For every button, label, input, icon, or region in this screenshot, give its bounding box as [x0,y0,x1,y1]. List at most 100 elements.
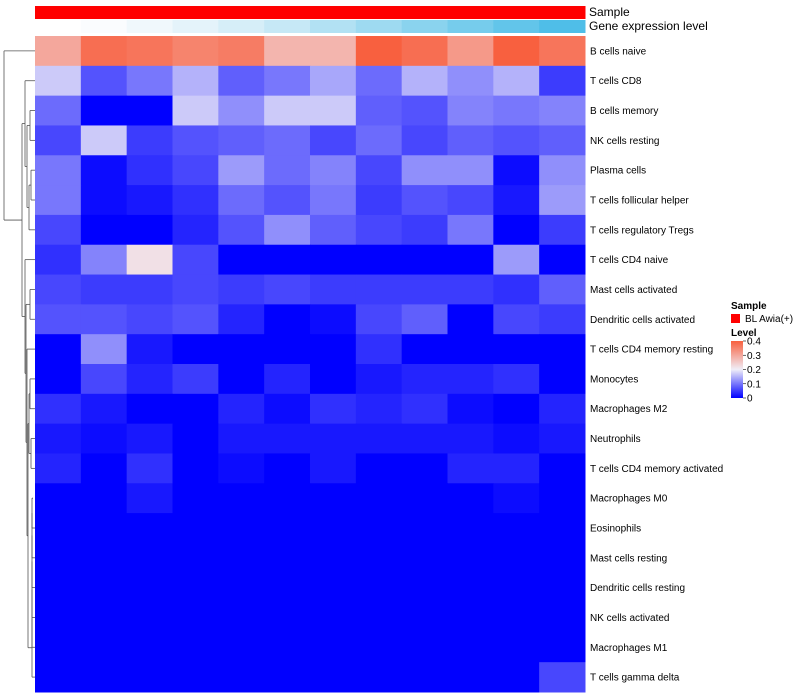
heatmap-cell [80,364,128,395]
heatmap-cell [539,483,586,514]
heatmap-cell [172,95,219,126]
heatmap-cell [35,662,82,693]
heatmap-cell [264,632,311,663]
heatmap-cell [310,572,357,604]
heatmap-cell [218,185,265,216]
heatmap-cell [264,125,311,156]
heatmap-cell [264,214,311,246]
row-labels: B cells naive T cells CD8 B cells memory NK… [590,46,723,683]
heatmap-cell [310,334,357,365]
heatmap-cell [493,95,540,126]
annotation-sample-cell [310,6,357,19]
heatmap-cell [539,185,586,216]
heatmap-cell [80,632,128,663]
heatmap-cell [172,364,219,395]
heatmap-cell [493,453,540,484]
heatmap-cell [264,513,311,544]
heatmap-cell [539,65,586,97]
heatmap-cell [447,334,494,365]
annotation-sample-cell [80,6,128,19]
heatmap-cell [493,632,540,663]
heatmap-cell [539,572,586,604]
annotation-level-cell [539,20,586,33]
legend: Sample BL Awia(+) Level 0.4 0.3 0.2 0.1 0 [731,301,793,405]
heatmap-cell [172,483,219,514]
annotation-sample-cell [493,6,540,19]
heatmap-cell [447,244,494,276]
annotation-level-cell [172,20,219,33]
heatmap-cell [172,334,219,365]
heatmap-cell [355,483,403,514]
heatmap-cell [80,423,128,454]
annotation-label: Sample [589,5,630,19]
heatmap-cell [218,364,265,395]
heatmap-cell [126,364,173,395]
heatmap-cell [172,453,219,484]
heatmap-cell [126,632,173,663]
heatmap-cell [80,244,128,276]
row-label: Neutrophils [590,434,641,445]
heatmap-cell [35,65,82,97]
heatmap-cell [401,662,448,693]
heatmap-cell [401,125,448,156]
row-label: B cells memory [590,106,658,117]
row-label: T cells follicular helper [590,196,689,207]
heatmap-cell [310,214,357,246]
heatmap-cell [218,125,265,156]
heatmap-cell [218,36,265,67]
heatmap-cell [172,125,219,156]
annotation-level-cell [80,20,128,33]
heatmap-cell [218,65,265,97]
heatmap-cell [447,304,494,335]
row-dendrogram [3,50,35,678]
heatmap-cell [80,304,128,335]
annotation-sample-cell [539,6,586,19]
heatmap-cell [218,572,265,604]
heatmap-cell [493,423,540,454]
heatmap-cell [35,274,82,305]
heatmap-cell [80,36,128,67]
heatmap-cell [355,542,403,574]
heatmap-cell [447,214,494,246]
heatmap-cell [447,513,494,544]
heatmap-cell [218,542,265,574]
heatmap-cell [35,125,82,156]
heatmap-cell [355,274,403,305]
heatmap-cell [447,602,494,633]
annotation-sample-cell [264,6,311,19]
heatmap-cell [172,274,219,305]
heatmap-cell [493,244,540,276]
heatmap-cell [35,36,82,67]
row-label: T cells CD8 [590,76,642,87]
heatmap-cell [126,214,173,246]
heatmap-cell [126,155,173,186]
heatmap-cell [539,542,586,574]
heatmap-cell [126,95,173,126]
heatmap-cell [218,274,265,305]
heatmap-cell [310,65,357,97]
legend-tick-label: 0.2 [747,365,761,376]
heatmap-cell [126,513,173,544]
heatmap-cell [218,483,265,514]
heatmap-cell [218,513,265,544]
annotation-sample-cell [126,6,173,19]
heatmap-cell [80,453,128,484]
heatmap-cell [126,393,173,425]
heatmap-cell [126,483,173,514]
heatmap-cell [172,423,219,454]
heatmap-cell [493,304,540,335]
annotation-sample-cell [401,6,448,19]
heatmap-cell [80,95,128,126]
heatmap-cell [539,393,586,425]
heatmap-cell [35,214,82,246]
heatmap-cell [172,632,219,663]
heatmap-cell [264,662,311,693]
heatmap-cell [126,572,173,604]
heatmap-cell [355,155,403,186]
heatmap-cell [35,95,82,126]
heatmap-cell [35,334,82,365]
heatmap-cell [310,36,357,67]
legend-level-title: Level [731,328,757,339]
heatmap-cell [35,155,82,186]
